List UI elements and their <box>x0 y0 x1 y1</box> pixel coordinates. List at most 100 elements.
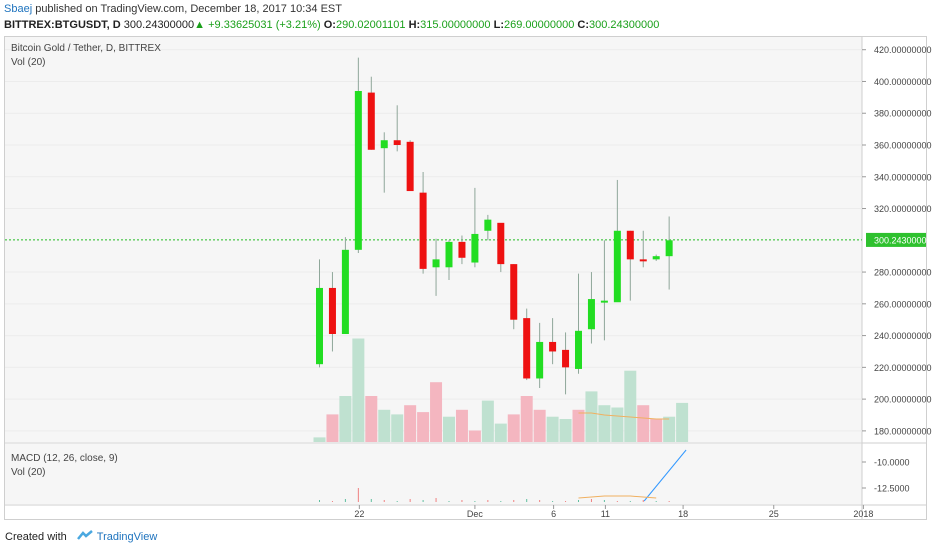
volume-bar <box>663 416 676 442</box>
volume-bar <box>404 405 417 442</box>
volume-bar <box>520 396 533 442</box>
y-tick-label: 240.00000000 <box>874 331 932 341</box>
volume-bar <box>481 400 494 442</box>
volume-bar <box>378 409 391 442</box>
high-label: H: <box>408 19 421 31</box>
candle-body <box>471 233 479 263</box>
volume-bar <box>468 430 481 442</box>
y-tick-label: 380.00000000 <box>874 109 932 119</box>
low-value: 269.00000000 <box>503 19 575 31</box>
volume-bar <box>443 416 455 442</box>
volume-bar <box>676 402 689 442</box>
x-tick-label: 11 <box>601 509 610 519</box>
candle-body <box>562 349 570 368</box>
volume-bar <box>494 423 507 442</box>
candle-body <box>523 318 531 379</box>
candle-body <box>587 299 595 330</box>
series-title: Bitcoin Gold / Tether, D, BITTREX <box>11 43 161 54</box>
volume-bar <box>624 370 637 442</box>
volume-ma-line <box>578 412 670 420</box>
candle-body <box>380 140 388 149</box>
volume-bar <box>417 412 430 442</box>
y-tick-label: 200.00000000 <box>874 395 932 405</box>
volume-bar <box>637 405 650 442</box>
candle-body <box>639 259 647 262</box>
candle-body <box>652 256 660 260</box>
candle-body <box>354 91 362 250</box>
candle-body <box>341 249 349 334</box>
y-tick-label: 320.00000000 <box>874 204 932 214</box>
macd-vol-legend: Vol (20) <box>11 467 45 478</box>
volume-bar <box>559 419 572 442</box>
y-tick-label: 180.00000000 <box>874 426 932 436</box>
macd-tick-label: -10.0000 <box>874 458 910 468</box>
y-tick-label: 340.00000000 <box>874 172 932 182</box>
x-tick-label: 25 <box>769 509 779 519</box>
y-tick-label: 360.00000000 <box>874 141 932 151</box>
chart-frame <box>4 36 927 520</box>
volume-bar <box>430 382 443 442</box>
volume-bar <box>533 409 546 442</box>
close-value: 300.24300000 <box>589 19 660 31</box>
author-link[interactable]: Sbaej <box>4 3 33 15</box>
candle-body <box>316 287 323 365</box>
low-label: L: <box>493 19 504 31</box>
macd-signal-line <box>578 495 657 499</box>
volume-bar <box>598 405 611 442</box>
volume-bar <box>313 437 326 442</box>
publish-text: published on TradingView.com, December 1… <box>32 3 342 15</box>
candle-body <box>613 230 621 303</box>
candle-body <box>600 300 608 303</box>
candle-body <box>367 92 375 150</box>
candle-body <box>626 230 634 260</box>
volume-bar <box>507 414 520 442</box>
candle-body <box>497 222 505 265</box>
y-tick-label: 260.00000000 <box>874 299 932 309</box>
x-tick-label: 2018 <box>853 509 873 519</box>
volume-bar <box>455 409 468 442</box>
x-tick-label: 6 <box>551 509 556 519</box>
volume-bar <box>546 416 559 442</box>
x-tick-label: 22 <box>354 509 364 519</box>
candle-body <box>510 264 518 320</box>
open-label: O: <box>323 19 336 31</box>
last-price-label: 300.24300000 <box>874 235 932 245</box>
candle-body <box>393 140 401 145</box>
open-value: 290.02001101 <box>335 19 406 31</box>
y-tick-label: 220.00000000 <box>874 363 932 373</box>
volume-bar <box>365 396 378 442</box>
volume-bar <box>650 419 663 442</box>
volume-bar <box>339 396 352 442</box>
volume-legend: Vol (20) <box>11 57 45 68</box>
symbol: BITTREX:BTGUSDT, D <box>4 19 121 31</box>
last-price-badge <box>866 232 926 247</box>
candle-body <box>445 241 453 268</box>
volume-bar <box>352 338 365 442</box>
publish-info: Sbaej published on TradingView.com, Dece… <box>4 3 342 15</box>
macd-tick-label: -12.5000 <box>874 484 910 494</box>
y-tick-label: 420.00000000 <box>874 45 932 55</box>
tradingview-logo-icon <box>76 530 93 544</box>
candle-body <box>328 287 336 334</box>
y-tick-label: 400.00000000 <box>874 77 932 87</box>
candle-body <box>406 141 414 192</box>
x-tick-label: 18 <box>678 509 688 519</box>
candle-body <box>484 219 492 231</box>
close-label: C: <box>577 19 590 31</box>
created-with-text: Created with <box>5 531 67 543</box>
macd-pane-bg <box>5 444 862 504</box>
price-change: +9.33625031 (+3.21%) <box>208 19 321 31</box>
candle-body <box>665 240 673 257</box>
volume-bar <box>326 414 339 442</box>
candle-body <box>419 192 427 269</box>
tradingview-link[interactable]: TradingView <box>96 531 158 543</box>
volume-bar <box>391 414 404 442</box>
candle-body <box>549 341 557 352</box>
macd-legend: MACD (12, 26, close, 9) <box>11 453 118 464</box>
high-value: 315.00000000 <box>420 19 491 31</box>
candle-body <box>458 241 466 258</box>
volume-bar <box>611 407 624 442</box>
candle-body <box>536 341 544 379</box>
y-tick-label: 280.00000000 <box>874 268 932 278</box>
